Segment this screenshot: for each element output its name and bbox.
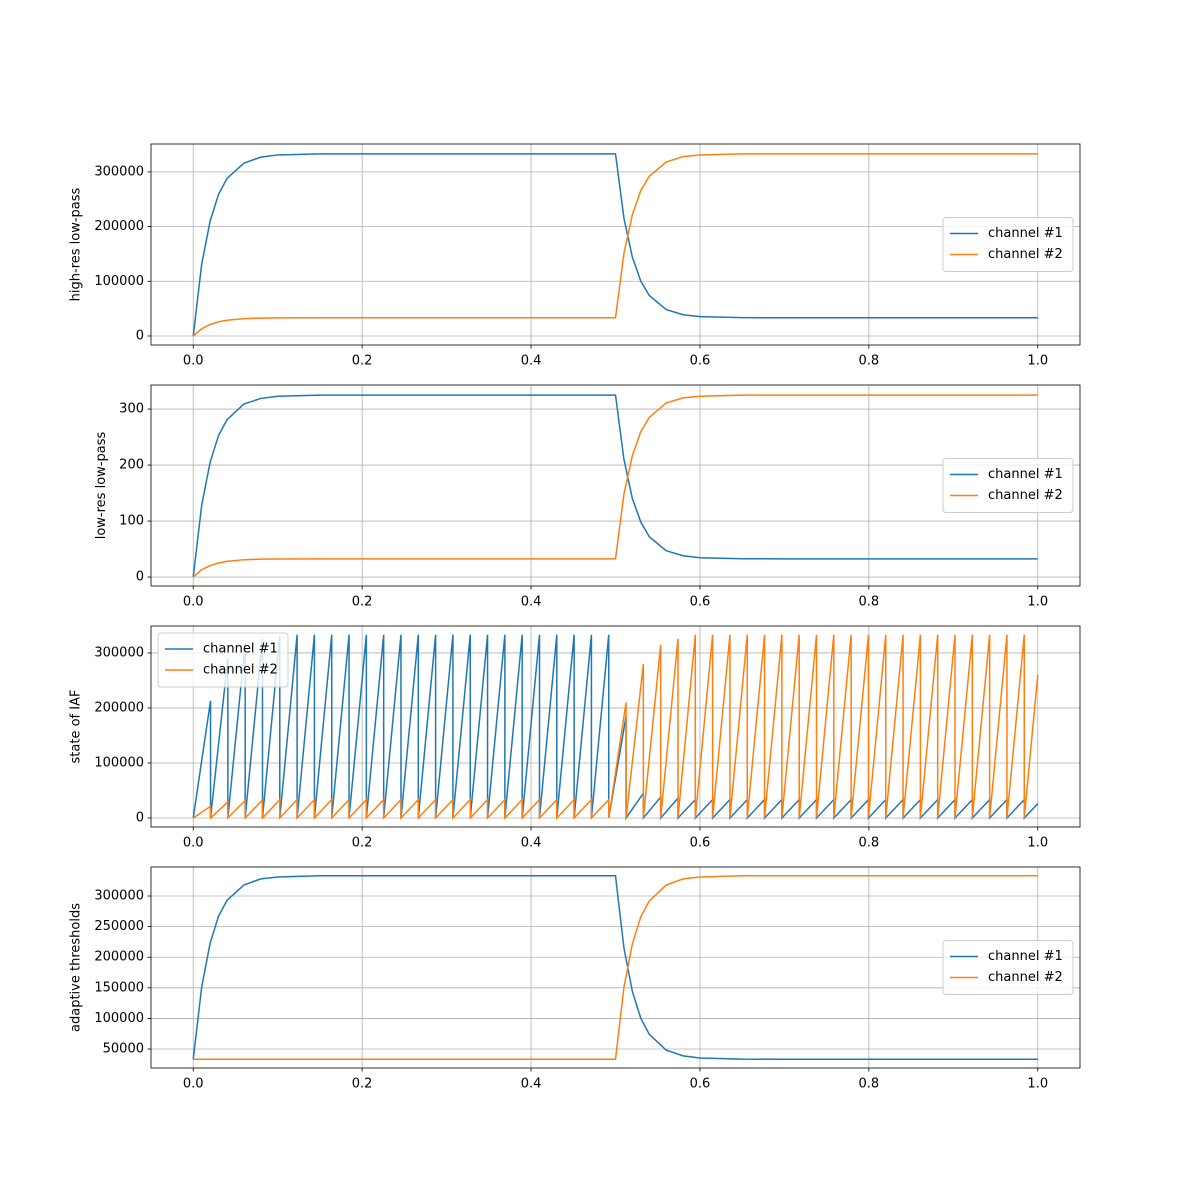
x-tick-label: 0.6 bbox=[690, 836, 711, 851]
x-tick-label: 0.4 bbox=[521, 836, 542, 851]
y-tick-label: 250000 bbox=[94, 919, 144, 934]
legend-label: channel #1 bbox=[988, 467, 1063, 482]
panel: 0.0 0.2 0.4 0.6 0.8 1.0 50000 100000 150000 20000… bbox=[69, 866, 1081, 1092]
x-tick-label: 0.0 bbox=[183, 595, 204, 610]
legend-label: channel #1 bbox=[988, 949, 1063, 964]
y-tick-label: 150000 bbox=[94, 980, 144, 995]
y-axis-label: high-res low-pass bbox=[69, 187, 84, 301]
axes-frame bbox=[150, 384, 1081, 587]
x-tick-label: 1.0 bbox=[1027, 836, 1048, 851]
x-tick-label: 1.0 bbox=[1027, 595, 1048, 610]
legend: channel #1 channel #2 bbox=[942, 458, 1074, 513]
x-tick-label: 0.2 bbox=[352, 354, 373, 369]
legend-label: channel #2 bbox=[988, 970, 1063, 985]
x-tick-label: 1.0 bbox=[1027, 354, 1048, 369]
y-tick-label: 200000 bbox=[94, 950, 144, 965]
y-tick-label: 200000 bbox=[94, 219, 144, 234]
axes-frame bbox=[150, 625, 1081, 828]
y-tick-label: 100 bbox=[119, 514, 144, 529]
y-tick-label: 100000 bbox=[94, 1011, 144, 1026]
y-axis-label: low-res low-pass bbox=[94, 432, 109, 540]
axes-frame bbox=[150, 866, 1081, 1069]
legend-label: channel #1 bbox=[988, 226, 1063, 241]
y-tick-label: 200 bbox=[119, 458, 144, 473]
legend-label: channel #1 bbox=[203, 642, 278, 657]
y-tick-label: 0 bbox=[136, 570, 144, 585]
y-axis-label: adaptive thresholds bbox=[69, 903, 84, 1032]
series-line bbox=[192, 634, 1039, 820]
x-tick-label: 0.0 bbox=[183, 354, 204, 369]
x-tick-label: 0.4 bbox=[521, 1077, 542, 1092]
x-tick-label: 0.2 bbox=[352, 836, 373, 851]
x-tick-label: 0.4 bbox=[521, 354, 542, 369]
y-tick-label: 300000 bbox=[94, 645, 144, 660]
panel: 0.0 0.2 0.4 0.6 0.8 1.0 0 100 200 300 low-res low-… bbox=[94, 384, 1081, 610]
legend: channel #1 channel #2 bbox=[157, 632, 289, 688]
y-tick-label: 100000 bbox=[94, 274, 144, 289]
y-axis-label: state of IAF bbox=[69, 690, 84, 764]
panel: 0.0 0.2 0.4 0.6 0.8 1.0 0 100000 200000 300000 hig… bbox=[69, 143, 1081, 369]
y-tick-label: 100000 bbox=[94, 755, 144, 770]
series-line bbox=[193, 875, 1038, 1060]
series-line bbox=[192, 153, 1038, 337]
y-tick-label: 0 bbox=[136, 328, 144, 343]
series-line bbox=[192, 875, 1038, 1060]
x-tick-label: 0.0 bbox=[183, 1077, 204, 1092]
series-line bbox=[192, 634, 1039, 821]
legend-box bbox=[157, 632, 289, 688]
legend-label: channel #2 bbox=[988, 247, 1063, 262]
x-tick-label: 0.0 bbox=[183, 836, 204, 851]
x-tick-label: 0.2 bbox=[352, 1077, 373, 1092]
x-tick-label: 0.6 bbox=[690, 595, 711, 610]
legend: channel #1 channel #2 bbox=[942, 217, 1074, 272]
panel: 0.0 0.2 0.4 0.6 0.8 1.0 0 100000 200000 300000 sta… bbox=[69, 625, 1081, 851]
y-tick-label: 200000 bbox=[94, 700, 144, 715]
legend-label: channel #2 bbox=[203, 663, 278, 678]
y-tick-label: 300 bbox=[119, 402, 144, 417]
legend-box bbox=[942, 217, 1074, 272]
y-tick-label: 50000 bbox=[103, 1042, 144, 1057]
axes-frame bbox=[150, 143, 1081, 346]
series-line bbox=[192, 153, 1038, 337]
x-tick-label: 0.2 bbox=[352, 595, 373, 610]
x-tick-label: 0.6 bbox=[690, 354, 711, 369]
series-line bbox=[192, 394, 1038, 578]
legend-box bbox=[942, 458, 1074, 513]
x-tick-label: 0.8 bbox=[859, 595, 880, 610]
legend: channel #1 channel #2 bbox=[942, 940, 1074, 995]
x-tick-label: 0.4 bbox=[521, 595, 542, 610]
y-tick-label: 300000 bbox=[94, 889, 144, 904]
x-tick-label: 1.0 bbox=[1027, 1077, 1048, 1092]
series-line bbox=[192, 394, 1038, 578]
x-tick-label: 0.6 bbox=[690, 1077, 711, 1092]
legend-label: channel #2 bbox=[988, 488, 1063, 503]
x-tick-label: 0.8 bbox=[859, 1077, 880, 1092]
y-tick-label: 0 bbox=[136, 810, 144, 825]
legend-box bbox=[942, 940, 1074, 995]
x-tick-label: 0.8 bbox=[859, 354, 880, 369]
x-tick-label: 0.8 bbox=[859, 836, 880, 851]
y-tick-label: 300000 bbox=[94, 164, 144, 179]
